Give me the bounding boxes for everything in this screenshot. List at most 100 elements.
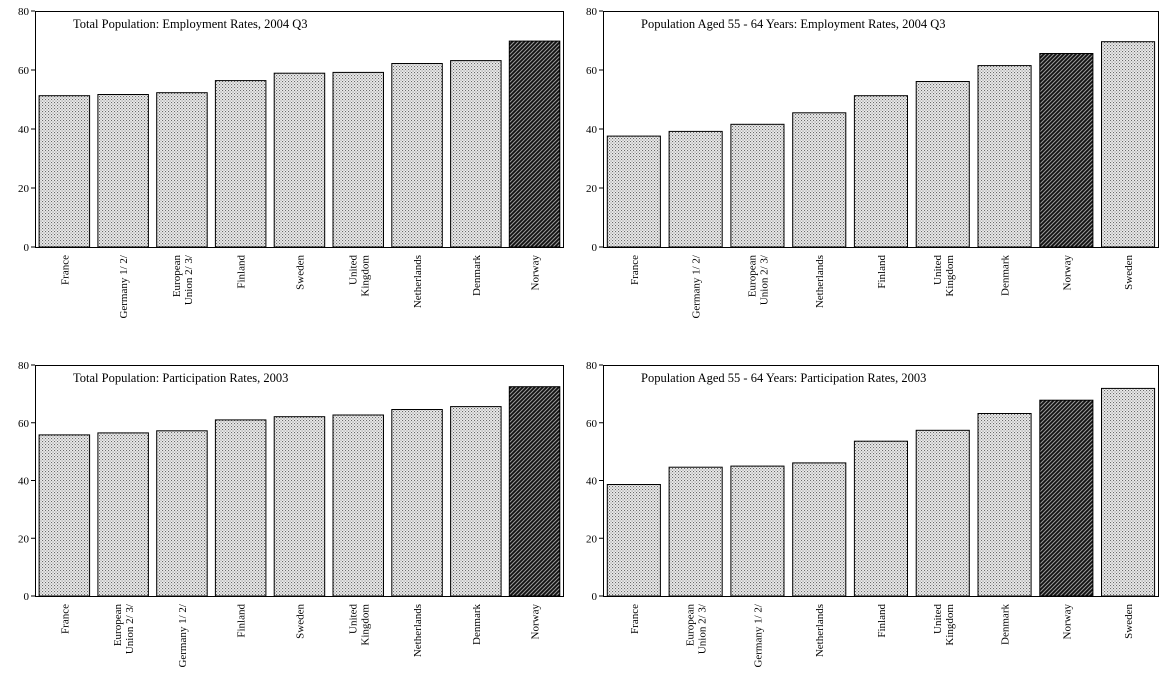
y-tick-label: 20 <box>18 533 30 545</box>
bar-united-kingdom <box>332 71 384 248</box>
bar-france <box>38 95 91 248</box>
category-label: France <box>629 604 641 634</box>
category-label: Netherlands <box>412 604 424 657</box>
category-label: Finland <box>876 255 888 289</box>
category-label: France <box>59 604 71 634</box>
category-label: Germany 1/ 2/ <box>691 254 703 318</box>
chart-4: 0 20 40 60 80 Population Aged 55 - 64 Years: … <box>586 360 1159 668</box>
y-tick-label: 60 <box>586 65 598 77</box>
bar-germany-1-2 <box>97 94 149 248</box>
y-tick-label: 60 <box>586 418 598 430</box>
category-label: Finland <box>876 604 888 638</box>
category-label: Finland <box>236 255 248 289</box>
y-tick-label: 0 <box>24 591 30 603</box>
bar-united-kingdom <box>915 81 970 248</box>
bar-european-union-2-3 <box>730 123 785 248</box>
bar-denmark <box>977 65 1032 248</box>
y-tick-label: 40 <box>586 124 598 136</box>
bar-germany-1-2 <box>730 465 785 597</box>
chart-3: 0 20 40 60 80 Total Population: Participation… <box>18 360 564 668</box>
bar-denmark <box>450 60 502 248</box>
y-tick-label: 20 <box>586 533 598 545</box>
bar-netherlands <box>792 462 847 597</box>
category-label: United <box>932 255 944 285</box>
category-label: United <box>347 255 359 285</box>
category-label: Germany 1/ 2/ <box>118 254 130 318</box>
category-label: European <box>685 604 697 647</box>
bar-finland <box>853 440 909 597</box>
bar-norway <box>508 40 561 248</box>
bar-netherlands <box>391 63 443 248</box>
category-label: Union 2/ 3/ <box>124 603 136 654</box>
category-label: Sweden <box>1123 255 1135 290</box>
category-label: France <box>629 255 641 285</box>
category-label: United <box>347 604 359 634</box>
y-tick-label: 40 <box>18 476 30 488</box>
bar-france <box>606 135 661 248</box>
category-label: Union 2/ 3/ <box>697 603 709 654</box>
category-label: Kingdom <box>944 604 956 646</box>
category-label: Finland <box>236 604 248 638</box>
bar-finland <box>214 80 267 248</box>
bar-denmark <box>450 406 502 597</box>
y-tick-label: 40 <box>586 476 598 488</box>
category-label: Norway <box>530 255 542 291</box>
category-label: Germany 1/ 2/ <box>177 603 189 667</box>
category-label: Sweden <box>1123 604 1135 639</box>
category-label: Norway <box>530 604 542 640</box>
category-label: Kingdom <box>359 604 371 646</box>
y-tick-label: 40 <box>18 124 30 136</box>
bar-european-union-2-3 <box>156 92 208 248</box>
category-label: Union 2/ 3/ <box>758 254 770 305</box>
category-label: Netherlands <box>814 604 826 657</box>
y-tick-label: 20 <box>586 183 598 195</box>
category-label: Netherlands <box>814 255 826 308</box>
y-tick-label: 60 <box>18 65 30 77</box>
bar-united-kingdom <box>915 429 970 597</box>
category-label: Denmark <box>471 604 483 645</box>
category-label: Kingdom <box>944 255 956 297</box>
bar-norway <box>508 386 561 597</box>
category-label: European <box>112 604 124 647</box>
category-label: Sweden <box>295 604 307 639</box>
category-label: Germany 1/ 2/ <box>752 603 764 667</box>
bar-france <box>606 484 661 597</box>
chart-title: Total Population: Employment Rates, 2004… <box>73 17 308 31</box>
y-tick-label: 0 <box>24 242 30 254</box>
y-tick-label: 20 <box>18 183 30 195</box>
y-tick-label: 0 <box>592 242 598 254</box>
y-tick-label: 80 <box>586 360 598 372</box>
category-label: Denmark <box>1000 255 1012 296</box>
chart-1: 0 20 40 60 80 Total Population: Employment Ra… <box>18 6 564 319</box>
category-label: Sweden <box>295 255 307 290</box>
bar-germany-1-2 <box>156 430 208 597</box>
bar-united-kingdom <box>332 414 384 597</box>
bar-germany-1-2 <box>668 130 723 248</box>
category-label: France <box>59 255 71 285</box>
bar-denmark <box>977 413 1032 597</box>
category-label: Netherlands <box>412 255 424 308</box>
category-label: Denmark <box>471 255 483 296</box>
bar-european-union-2-3 <box>97 432 149 597</box>
y-tick-label: 80 <box>18 6 30 18</box>
chart-2: 0 20 40 60 80 Population Aged 55 - 64 Years: … <box>586 6 1159 319</box>
y-tick-label: 60 <box>18 418 30 430</box>
chart-title: Population Aged 55 - 64 Years: Employmen… <box>641 17 946 31</box>
bar-sweden <box>273 72 326 248</box>
bar-france <box>38 434 91 597</box>
category-label: Kingdom <box>359 255 371 297</box>
category-label: Denmark <box>1000 604 1012 645</box>
category-label: European <box>746 255 758 298</box>
bar-norway <box>1039 53 1094 248</box>
bar-sweden <box>273 416 326 597</box>
bar-sweden <box>1101 41 1156 248</box>
bar-finland <box>214 419 267 597</box>
category-label: European <box>171 255 183 298</box>
y-tick-label: 80 <box>18 360 30 372</box>
chart-title: Total Population: Participation Rates, 2… <box>73 371 288 385</box>
category-label: Norway <box>1061 604 1073 640</box>
chart-title: Population Aged 55 - 64 Years: Participa… <box>641 371 926 385</box>
category-label: United <box>932 604 944 634</box>
category-label: Norway <box>1061 255 1073 291</box>
